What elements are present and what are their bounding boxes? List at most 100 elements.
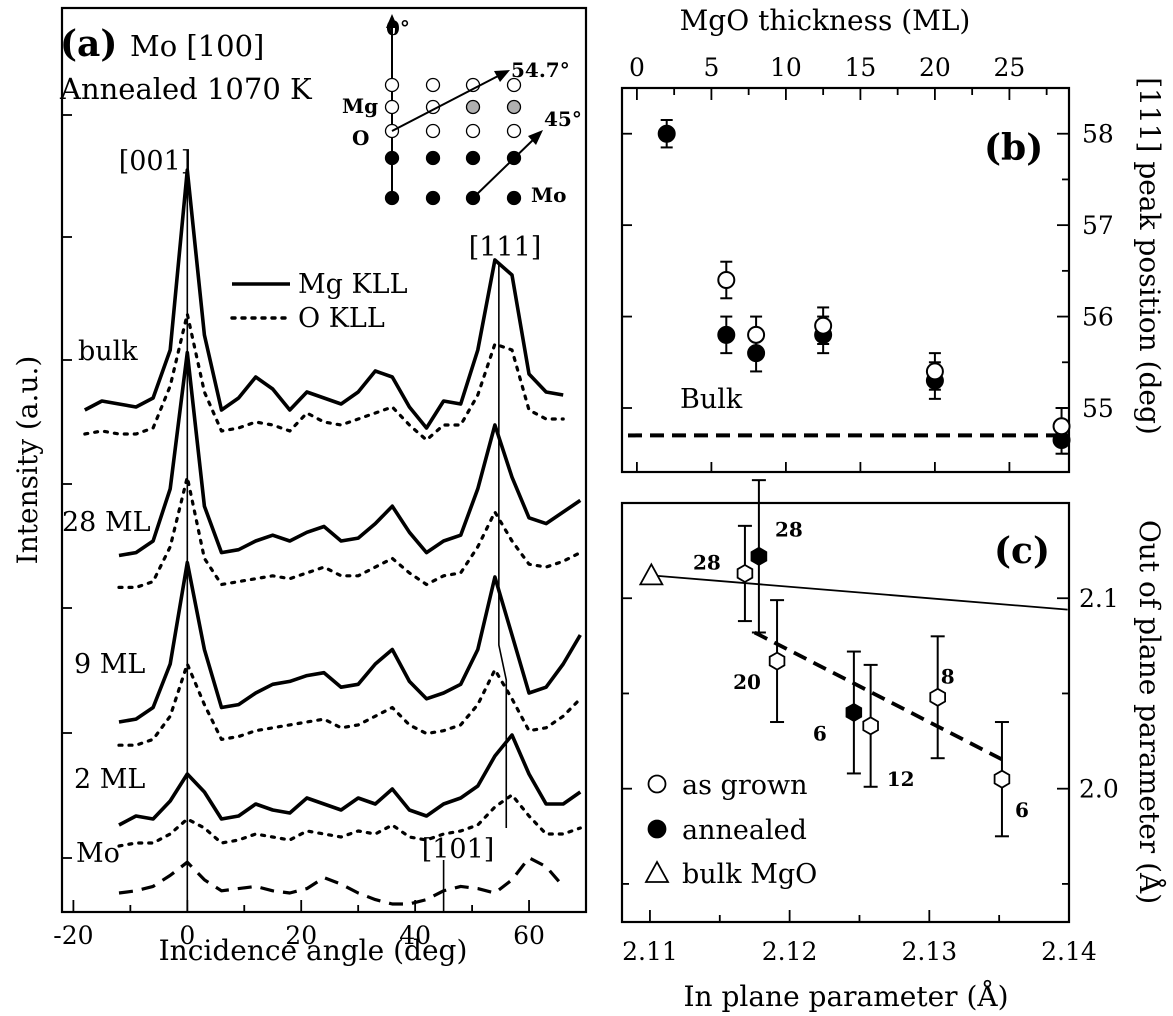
panel-c-point-as-grown xyxy=(862,716,879,736)
panel-c-xlabel: In plane parameter (Å) xyxy=(683,980,1008,1013)
panel-a-inset-atom xyxy=(425,150,441,166)
panel-c-ytick-label: 2.0 xyxy=(1079,775,1119,804)
panel-a-xtick-label: 40 xyxy=(399,921,431,950)
panel-c-xtick-label: 2.13 xyxy=(901,937,957,966)
panel-a-curve-label: Mo xyxy=(76,838,120,869)
panel-c-point-bulk-mgo xyxy=(638,562,664,586)
panel-b-xtick-label: 15 xyxy=(844,53,876,82)
panel-a-inset-atom xyxy=(506,77,522,93)
panel-a-inset-layer-label: Mo xyxy=(531,183,566,207)
panel-a-inset-angle-label: 45° xyxy=(544,107,582,131)
panel-a-inset-atom xyxy=(465,150,481,166)
panel-a-curve-label: 9 ML xyxy=(74,649,145,680)
panel-a-inset-atom xyxy=(384,190,400,206)
panel-c-point-label: 8 xyxy=(941,664,955,688)
panel-c-point-as-grown xyxy=(736,563,754,584)
panel-c-legend-marker xyxy=(647,819,667,839)
panel-c-point-label: 28 xyxy=(775,517,803,541)
panel-c-point-label: 12 xyxy=(887,767,915,791)
panel-b: 0 5 10 15 20 25 55 56 57 58 MgO thickness (ML) [111… xyxy=(620,4,1166,474)
panel-c-ytick-label: 2.1 xyxy=(1079,584,1119,613)
panel-a-series-line xyxy=(117,793,582,848)
panel-b-xtick-label: 0 xyxy=(629,53,645,82)
panel-a-ylabel: Intensity (a.u.) xyxy=(11,356,44,565)
panel-a-curve-label: 28 ML xyxy=(62,507,151,538)
panel-a-inset-angle-label: 0° xyxy=(386,16,410,40)
panel-a-curve-label: bulk xyxy=(78,336,138,367)
panel-a-inset-angle-label: 54.7° xyxy=(511,58,570,82)
panel-a-inset-atom xyxy=(425,77,441,93)
panel-c-point-label: 6 xyxy=(813,722,827,746)
panel-a-inset-atom xyxy=(384,77,400,93)
panel-c-point-annealed xyxy=(845,702,863,723)
panel-a-inset-atom xyxy=(506,190,522,206)
panel-b-point-annealed xyxy=(657,124,676,143)
panel-a-inset-atom xyxy=(425,123,441,139)
panel-a-series-line xyxy=(118,560,582,724)
panel-b-xtick-label: 10 xyxy=(770,53,802,82)
panel-a-inset-layer-label: Mg xyxy=(342,94,378,118)
panel-c-fit-line xyxy=(753,630,1005,762)
panel-b-point-as-grown xyxy=(747,325,766,344)
panel-c-xtick-label: 2.14 xyxy=(1041,937,1097,966)
panel-a-inset-atom xyxy=(506,99,522,115)
panel-b-point-as-grown xyxy=(814,316,833,335)
panel-c-point-annealed xyxy=(750,546,768,566)
panel-b-label: (b) xyxy=(984,127,1043,169)
panel-c-ylabel: Out of plane parameter (Å) xyxy=(1133,520,1166,904)
panel-a-xtick-label: 20 xyxy=(285,921,317,950)
panel-b-ytick-label: 55 xyxy=(1082,394,1114,423)
panel-a-peak-label: [001] xyxy=(119,146,192,177)
panel-a-label: (a) xyxy=(60,23,117,65)
panel-b-point-as-grown xyxy=(717,271,736,289)
panel-c-point-as-grown xyxy=(768,651,786,671)
panel-c-fit-line xyxy=(651,574,1068,611)
panel-a-title: Mo [100] xyxy=(130,29,264,63)
panel-b-point-as-grown xyxy=(925,362,944,381)
panel-a-inset-atom xyxy=(465,123,481,139)
panel-b-xtick-label: 5 xyxy=(703,53,719,82)
panel-c-point-as-grown xyxy=(929,687,946,707)
panel-a-series-line xyxy=(118,856,565,906)
panel-c-legend-label: annealed xyxy=(682,815,807,846)
panel-b-xlabel: MgO thickness (ML) xyxy=(680,4,971,37)
panel-a-inset-arrowhead xyxy=(494,70,510,82)
panel-c-point-label: 20 xyxy=(733,670,761,694)
panel-c-xtick-label: 2.12 xyxy=(762,937,818,966)
panel-c-legend-label: as grown xyxy=(682,770,807,801)
panel-a-inset-atom xyxy=(384,99,400,115)
panel-a-subtitle: Annealed 1070 K xyxy=(59,72,313,106)
panel-a-series-line xyxy=(117,662,582,747)
panel-a-xtick-label: 0 xyxy=(179,921,195,950)
panel-b-xtick-label: 25 xyxy=(993,53,1025,82)
panel-a-inset-atom xyxy=(384,150,400,166)
panel-a-inset-arrowhead xyxy=(528,130,543,145)
panel-c-legend-marker xyxy=(644,860,670,883)
panel-a-inset-atom xyxy=(465,99,481,115)
panel-c-legend-marker xyxy=(647,774,667,794)
panel-a-series-line xyxy=(118,733,582,827)
panel-a-inset-atom xyxy=(506,123,522,139)
panel-a-xlabel: Incidence angle (deg) xyxy=(159,934,468,967)
panel-c-label: (c) xyxy=(994,530,1050,572)
panel-b-ytick-label: 56 xyxy=(1082,303,1114,332)
panel-a-legend-label: O KLL xyxy=(298,303,385,334)
panel-b-point-as-grown xyxy=(1052,417,1071,436)
panel-a-peak-label: [111] xyxy=(469,232,542,263)
panel-a-inset-arrow-45 xyxy=(472,137,536,199)
panel-c-xtick-label: 2.11 xyxy=(622,937,678,966)
panel-b-point-annealed xyxy=(717,325,736,344)
panel-b-frame xyxy=(620,86,1071,474)
panel-b-ytick-label: 58 xyxy=(1082,120,1114,149)
panel-b-bulk-label: Bulk xyxy=(680,384,743,415)
panel-a-inset-atom xyxy=(425,190,441,206)
panel-a-series-line xyxy=(118,350,582,558)
panel-a-legend-label: Mg KLL xyxy=(298,269,408,300)
panel-a-peak-line-111 xyxy=(498,262,508,828)
panel-c-point-label: 28 xyxy=(693,550,721,574)
panel-b-ylabel: [111] peak position (deg) xyxy=(1133,77,1166,435)
panel-c-frame xyxy=(620,501,1071,924)
panel-b-ytick-label: 57 xyxy=(1082,211,1114,240)
panel-a-inset-arrow-547 xyxy=(391,74,501,132)
